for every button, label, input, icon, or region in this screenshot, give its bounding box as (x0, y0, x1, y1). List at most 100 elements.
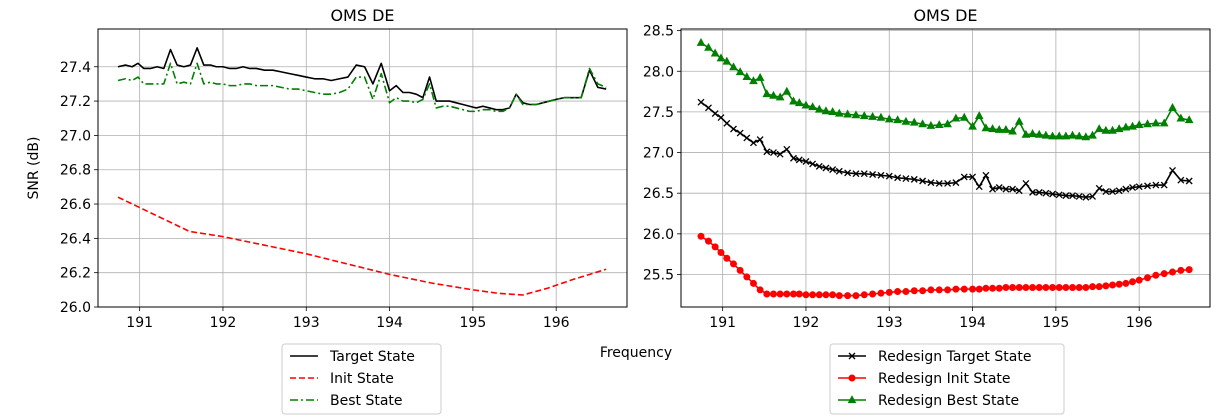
data-point (696, 37, 706, 46)
series-best-state (117, 62, 607, 113)
data-point (1009, 185, 1017, 193)
data-point (749, 76, 758, 85)
data-point (1176, 113, 1186, 122)
legend-marker (847, 395, 857, 404)
data-point (1122, 185, 1130, 193)
legend-box (281, 343, 442, 415)
data-point (960, 173, 968, 181)
data-point (736, 266, 744, 274)
x-tick-label: 191 (709, 315, 736, 331)
data-point (927, 179, 935, 187)
data-point (952, 285, 960, 293)
y-tick-label: 26.0 (643, 227, 674, 243)
data-point (814, 104, 824, 113)
data-point (968, 121, 977, 130)
data-point (802, 158, 810, 165)
data-point (711, 110, 719, 117)
data-point (705, 104, 712, 112)
data-point (1022, 283, 1030, 291)
data-point (894, 288, 902, 296)
legend-marker (848, 352, 856, 360)
data-point (844, 169, 852, 177)
data-point (859, 111, 869, 120)
data-point (723, 119, 731, 127)
data-point (1048, 131, 1057, 140)
data-point (1184, 115, 1194, 124)
chart-panel-1: 191 192 193 194 195 196 26.0 26.2 26.4 26.6 26.8 27… (60, 6, 628, 415)
data-point (1185, 266, 1193, 274)
data-point (910, 175, 918, 183)
data-point (1042, 283, 1050, 291)
legend-marker (848, 374, 856, 382)
data-point (1109, 188, 1116, 196)
data-point (1128, 121, 1137, 130)
chart-panels: 191 192 193 194 195 196 26.0 26.2 26.4 26.6 26.8 27… (60, 6, 1211, 415)
data-point (959, 112, 969, 121)
y-tick-label: 27.4 (60, 60, 91, 76)
data-point (821, 106, 831, 115)
data-point (1061, 131, 1071, 140)
series-line (700, 42, 1190, 138)
data-point (944, 286, 952, 294)
data-point (909, 117, 919, 126)
data-point (877, 289, 885, 297)
data-point (852, 170, 860, 178)
data-point (1088, 130, 1097, 139)
data-point (935, 286, 943, 294)
y-tick-label: 28.0 (643, 64, 674, 80)
data-point (1169, 166, 1176, 174)
data-point (1035, 283, 1043, 291)
data-point (1151, 118, 1161, 127)
data-point (860, 291, 868, 299)
series-line (117, 47, 607, 111)
data-point (1014, 116, 1024, 125)
data-point (743, 273, 751, 281)
data-point (1034, 129, 1044, 138)
data-point (860, 170, 868, 178)
x-tick-label: 192 (210, 315, 237, 331)
legend-label: Redesign Best State (878, 393, 1019, 409)
data-point (783, 145, 791, 153)
data-point (789, 96, 798, 105)
series-target-state (117, 47, 607, 111)
series-line (700, 101, 1190, 199)
data-point (1160, 270, 1168, 278)
data-point (783, 290, 791, 298)
data-point (935, 179, 943, 187)
data-point (1160, 181, 1168, 189)
data-point (1177, 266, 1185, 274)
data-point (822, 291, 830, 299)
data-point (722, 56, 732, 65)
data-point (1108, 125, 1117, 134)
data-point (1028, 129, 1037, 137)
data-point (756, 286, 764, 294)
y-tick-label: 27.2 (60, 94, 91, 110)
data-point (868, 111, 877, 120)
chart-panel-2: 191 192 193 194 195 196 25.5 26.0 26.5 27.0 27.5 28… (643, 6, 1211, 415)
data-point (776, 150, 784, 158)
data-point (704, 237, 712, 245)
x-tick-label: 192 (793, 315, 820, 331)
data-point (975, 285, 983, 293)
data-point (969, 285, 977, 293)
x-tick-label: 196 (1126, 315, 1153, 331)
data-point (769, 90, 778, 99)
data-point (1134, 120, 1144, 129)
chart-title: OMS DE (913, 6, 977, 25)
data-point (1062, 283, 1070, 291)
data-point (776, 290, 784, 298)
data-point (749, 279, 757, 287)
data-point (1081, 132, 1091, 141)
data-point (1095, 184, 1103, 192)
data-point (884, 114, 894, 123)
data-point (1135, 276, 1143, 284)
data-point (981, 123, 991, 132)
data-point (1185, 177, 1193, 185)
data-point (843, 109, 852, 118)
x-tick-label: 193 (876, 315, 903, 331)
data-point (1102, 282, 1110, 290)
data-point (829, 291, 837, 299)
series-line (117, 62, 607, 113)
